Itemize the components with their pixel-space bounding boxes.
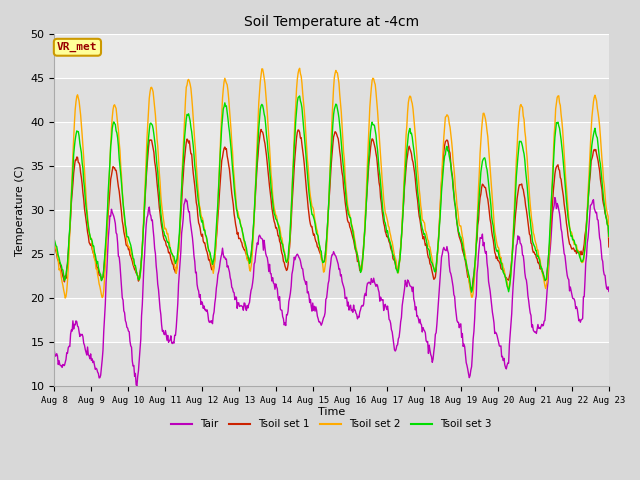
Tsoil set 2 — [417, 203, 424, 208]
Tsoil set 1 — [118, 209, 125, 215]
Tsoil set 1 — [204, 249, 211, 255]
Tsoil set 2 — [296, 65, 303, 71]
Tsoil set 1 — [605, 244, 612, 250]
Tsoil set 1 — [468, 288, 476, 293]
Tair — [61, 362, 68, 368]
Tair — [605, 288, 612, 294]
Tsoil set 1 — [51, 244, 58, 250]
Tsoil set 2 — [118, 188, 126, 194]
X-axis label: Time: Time — [318, 408, 345, 418]
Line: Tair: Tair — [54, 198, 609, 386]
Tsoil set 3 — [174, 249, 182, 254]
Tair — [133, 383, 141, 389]
Tsoil set 3 — [61, 277, 68, 283]
Title: Soil Temperature at -4cm: Soil Temperature at -4cm — [244, 15, 419, 29]
Tsoil set 3 — [400, 193, 408, 199]
Text: VR_met: VR_met — [57, 42, 98, 52]
Line: Tsoil set 3: Tsoil set 3 — [54, 96, 609, 292]
Tair — [175, 281, 182, 287]
Bar — [54, 78, 609, 122]
Tair — [551, 195, 559, 201]
Tsoil set 1 — [416, 216, 424, 222]
Tsoil set 3 — [204, 237, 211, 243]
Bar — [54, 342, 609, 386]
Legend: Tair, Tsoil set 1, Tsoil set 2, Tsoil set 3: Tair, Tsoil set 1, Tsoil set 2, Tsoil se… — [167, 415, 496, 433]
Tair — [118, 285, 125, 290]
Tsoil set 1 — [174, 254, 182, 260]
Tsoil set 2 — [605, 234, 612, 240]
Tsoil set 2 — [61, 291, 68, 297]
Tsoil set 1 — [257, 127, 265, 132]
Bar — [54, 166, 609, 210]
Tair — [400, 291, 408, 297]
Y-axis label: Temperature (C): Temperature (C) — [15, 165, 25, 255]
Tsoil set 3 — [51, 237, 58, 243]
Tsoil set 2 — [175, 249, 182, 255]
Tsoil set 3 — [416, 210, 424, 216]
Line: Tsoil set 2: Tsoil set 2 — [54, 68, 609, 298]
Tair — [416, 316, 424, 322]
Tsoil set 3 — [118, 180, 125, 186]
Bar — [54, 254, 609, 298]
Tair — [204, 311, 212, 317]
Tsoil set 3 — [296, 93, 303, 99]
Tsoil set 2 — [61, 295, 69, 301]
Tsoil set 2 — [51, 239, 58, 244]
Tsoil set 1 — [400, 198, 408, 204]
Tsoil set 2 — [401, 167, 408, 173]
Tsoil set 1 — [61, 279, 68, 285]
Tair — [51, 348, 58, 354]
Line: Tsoil set 1: Tsoil set 1 — [54, 130, 609, 290]
Tsoil set 3 — [605, 234, 612, 240]
Tsoil set 2 — [204, 244, 212, 250]
Tsoil set 3 — [468, 289, 476, 295]
